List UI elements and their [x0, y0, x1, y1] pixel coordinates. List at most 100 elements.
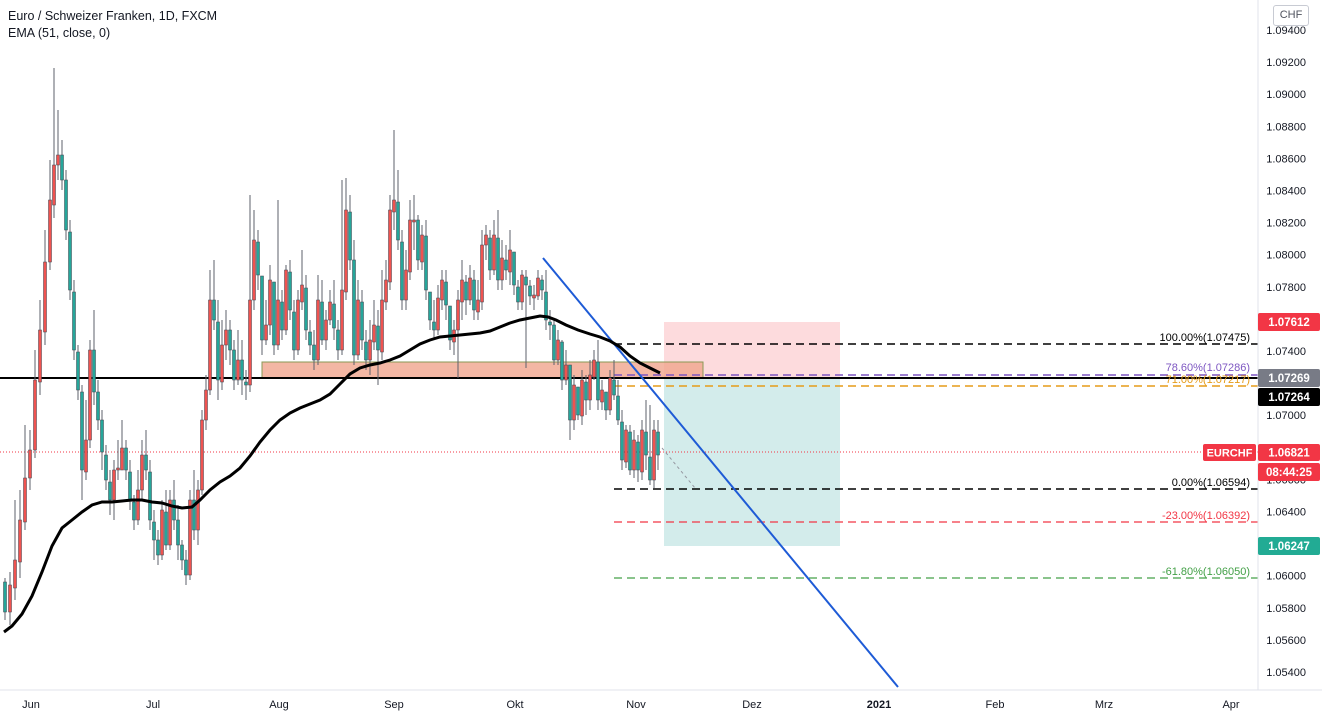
- candle-body: [484, 234, 488, 246]
- candle-body: [244, 381, 248, 386]
- candle-body: [228, 329, 232, 351]
- candle-body: [344, 209, 348, 293]
- candle-body: [456, 299, 460, 331]
- candle-body: [400, 241, 404, 301]
- candle-body: [644, 431, 648, 456]
- candle-body: [192, 499, 196, 531]
- price-tick-label: 1.05800: [1266, 603, 1306, 615]
- candle-body: [8, 584, 12, 613]
- time-tick-label: Nov: [626, 699, 646, 711]
- candle-body: [56, 154, 60, 166]
- candle-body: [604, 391, 608, 411]
- stop-price-text: 1.06247: [1268, 541, 1310, 553]
- drawings-layer: [0, 257, 1258, 688]
- price-tick-label: 1.06400: [1266, 507, 1306, 519]
- candle-body: [92, 349, 96, 393]
- candles-layer: [3, 68, 660, 625]
- candle-body: [252, 239, 256, 301]
- target-price-badge[interactable]: 1.07612: [1258, 313, 1320, 331]
- stop-price-badge[interactable]: 1.06247: [1258, 537, 1320, 555]
- price-axis[interactable]: 1.09400 1.09200 1.09000 1.08800 1.08600 1.084…: [1257, 0, 1306, 690]
- chart-legend: Euro / Schweizer Franken, 1D, FXCM EMA (…: [8, 8, 217, 42]
- candle-body: [232, 349, 236, 381]
- price-tick-label: 1.08200: [1266, 218, 1306, 230]
- price-tick-label: 1.05600: [1266, 635, 1306, 647]
- candle-body: [264, 324, 268, 341]
- position-reward-zone[interactable]: [664, 378, 840, 546]
- candle-body: [284, 269, 288, 331]
- time-axis[interactable]: Jun Jul Aug Sep Okt Nov Dez 2021 Feb Mrz Apr: [0, 689, 1322, 711]
- candle-body: [476, 299, 480, 313]
- price-tick-label: 1.08600: [1266, 153, 1306, 165]
- candle-body: [552, 324, 556, 361]
- candle-body: [268, 279, 272, 326]
- symbol-name-badge[interactable]: EURCHF: [1203, 444, 1256, 461]
- symbol-name-text: EURCHF: [1207, 448, 1253, 460]
- candle-body: [392, 199, 396, 213]
- candle-body: [504, 259, 508, 271]
- candle-body: [23, 477, 27, 523]
- candle-body: [352, 259, 356, 356]
- time-tick-label: Jul: [146, 699, 160, 711]
- candle-body: [576, 386, 580, 416]
- candle-body: [272, 281, 276, 346]
- candle-body: [448, 305, 452, 341]
- candle-body: [88, 349, 92, 441]
- level-price-badge[interactable]: 1.07264: [1258, 388, 1320, 406]
- symbol-title[interactable]: Euro / Schweizer Franken, 1D, FXCM: [8, 9, 218, 23]
- candle-body: [520, 274, 524, 303]
- time-tick-label: Jun: [22, 699, 40, 711]
- candle-body: [320, 301, 324, 341]
- candle-body: [13, 559, 17, 589]
- candle-body: [216, 321, 220, 381]
- candle-body: [236, 359, 240, 381]
- currency-button[interactable]: CHF: [1273, 5, 1309, 26]
- candle-body: [52, 164, 56, 206]
- candle-body: [620, 421, 624, 461]
- candle-body: [376, 325, 380, 351]
- descending-trendline[interactable]: [542, 257, 899, 688]
- candle-body: [636, 441, 640, 471]
- candle-body: [200, 419, 204, 491]
- candle-body: [588, 374, 592, 401]
- candle-body: [96, 391, 100, 421]
- candle-body: [60, 154, 64, 181]
- candle-body: [444, 281, 448, 306]
- candle-body: [136, 489, 140, 521]
- candle-body: [532, 294, 536, 299]
- indicator-label[interactable]: EMA (51, close, 0): [8, 26, 111, 40]
- candle-body: [64, 179, 68, 231]
- target-price-text: 1.07612: [1268, 317, 1310, 329]
- candle-body: [640, 429, 644, 473]
- candle-body: [38, 329, 42, 383]
- candle-body: [260, 275, 264, 341]
- candle-body: [84, 439, 88, 473]
- candle-body: [492, 234, 496, 271]
- candle-body: [48, 199, 52, 263]
- candle-body: [208, 299, 212, 391]
- candle-body: [256, 241, 260, 276]
- candle-body: [540, 279, 544, 291]
- candle-body: [100, 419, 104, 453]
- candle-body: [116, 467, 120, 471]
- candle-body: [104, 454, 108, 481]
- fib-label-neg23: -23.00%(1.06392): [1162, 510, 1250, 522]
- candle-body: [328, 301, 332, 321]
- ema-line[interactable]: [3, 314, 661, 634]
- fib-label-neg618: -61.80%(1.06050): [1162, 566, 1250, 578]
- candle-body: [18, 519, 22, 563]
- candle-body: [372, 324, 376, 343]
- candle-body: [564, 364, 568, 381]
- candle-body: [68, 231, 72, 291]
- candle-body: [152, 521, 156, 541]
- candle-body: [176, 519, 180, 546]
- time-tick-label: Sep: [384, 699, 404, 711]
- candle-body: [596, 361, 600, 401]
- candle-body: [600, 389, 604, 403]
- last-price-badge[interactable]: 1.06821: [1258, 444, 1320, 461]
- candle-body: [388, 209, 392, 283]
- entry-price-badge[interactable]: 1.07269: [1258, 369, 1320, 387]
- candle-body: [396, 201, 400, 241]
- candle-body: [384, 279, 388, 303]
